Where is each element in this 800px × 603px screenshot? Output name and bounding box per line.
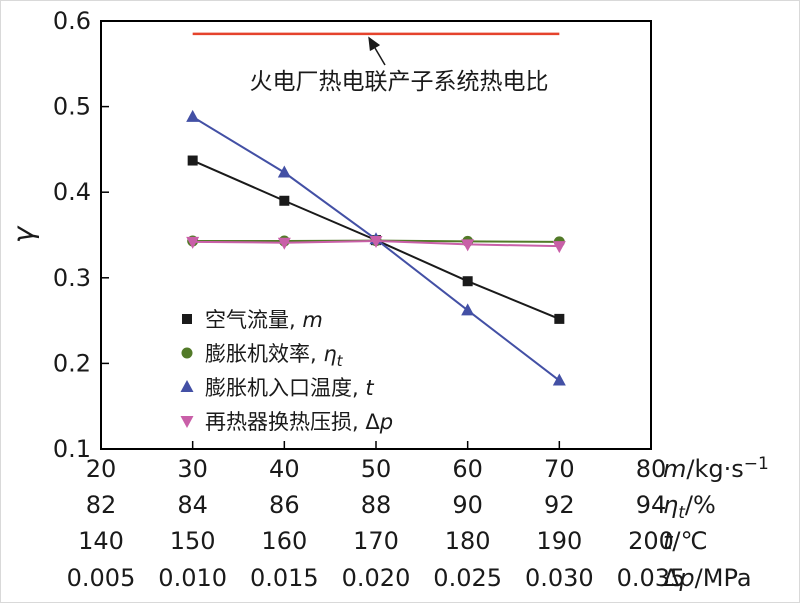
x-tick-label: 80	[636, 455, 667, 483]
triangle-down-marker-icon	[461, 239, 475, 252]
legend-label-expander-inlet-temperature: 膨胀机入口温度, t	[205, 376, 374, 400]
square-marker-icon	[187, 155, 198, 166]
x-tick-label: 94	[636, 491, 667, 519]
x-tick-label: 30	[177, 455, 208, 483]
series-line	[192, 116, 560, 382]
x-axis-unit-inlet-temperature: t/℃	[663, 527, 707, 555]
y-axis-label: γ	[7, 225, 40, 243]
y-tick-label: 0.1	[53, 435, 91, 463]
legend-label-expander-efficiency: 膨胀机效率, ηt	[205, 342, 344, 370]
x-tick-label: 150	[170, 527, 216, 555]
legend-label-reheater-pressure-loss: 再热器换热压损, Δp	[205, 410, 393, 434]
legend-item-reheater-pressure-loss: 再热器换热压损, Δp	[180, 410, 393, 434]
x-tick-label: 0.020	[342, 564, 411, 592]
x-tick-label: 200	[628, 527, 674, 555]
x-tick-label: 170	[353, 527, 399, 555]
legend-item-air-mass-flow: 空气流量, m	[182, 308, 323, 332]
x-tick-label: 190	[536, 527, 582, 555]
circle-marker-icon	[181, 347, 193, 359]
reference-line-group: 火电厂热电联产子系统热电比	[192, 32, 560, 95]
x-axis-unit-mass-flow: m/kg·s−1	[663, 454, 769, 483]
triangle-down-marker-icon	[369, 235, 383, 248]
x-tick-label: 160	[261, 527, 307, 555]
y-tick-label: 0.5	[53, 93, 91, 121]
x-tick-label: 0.025	[433, 564, 502, 592]
x-tick-label: 86	[269, 491, 300, 519]
x-tick-label: 0.005	[67, 564, 136, 592]
x-tick-label: 60	[452, 455, 483, 483]
x-tick-label: 0.030	[525, 564, 594, 592]
x-tick-label: 84	[177, 491, 208, 519]
y-tick-label: 0.2	[53, 349, 91, 377]
triangle-down-marker-icon	[186, 236, 200, 249]
y-tick-label: 0.6	[53, 7, 91, 35]
annotation-arrow-icon	[368, 36, 386, 66]
square-marker-icon	[279, 195, 290, 206]
y-tick-label: 0.4	[53, 178, 91, 206]
y-tick-label: 0.3	[53, 264, 91, 292]
triangle-down-marker-icon	[180, 416, 194, 428]
triangle-up-marker-icon	[461, 303, 475, 316]
square-marker-icon	[554, 313, 565, 324]
x-tick-label: 90	[452, 491, 483, 519]
legend-item-expander-inlet-temperature: 膨胀机入口温度, t	[180, 376, 374, 400]
legend-label-air-mass-flow: 空气流量, m	[205, 308, 323, 332]
x-tick-label: 50	[361, 455, 392, 483]
legend-item-expander-efficiency: 膨胀机效率, ηt	[181, 342, 344, 370]
square-marker-icon	[182, 314, 192, 324]
x-tick-label: 92	[544, 491, 575, 519]
triangle-down-marker-icon	[277, 237, 291, 250]
x-tick-label: 180	[445, 527, 491, 555]
x-tick-label: 0.035	[617, 564, 686, 592]
x-tick-label: 0.010	[158, 564, 227, 592]
reference-line-label: 火电厂热电联产子系统热电比	[250, 69, 549, 95]
x-tick-label: 70	[544, 455, 575, 483]
x-tick-label: 88	[361, 491, 392, 519]
triangle-up-marker-icon	[552, 373, 566, 386]
x-axis-unit-expander-efficiency: ηt/%	[663, 491, 716, 523]
triangle-up-marker-icon	[277, 165, 291, 178]
x-tick-label: 0.015	[250, 564, 319, 592]
x-tick-label: 20	[86, 455, 117, 483]
series-reheater-pressure-loss	[186, 235, 566, 254]
x-tick-label: 140	[78, 527, 124, 555]
triangle-up-marker-icon	[180, 380, 194, 392]
triangle-up-marker-icon	[186, 109, 200, 122]
legend: 空气流量, m 膨胀机效率, ηt 膨胀机入口温度, t 再热器换热压损, Δp	[180, 308, 393, 434]
x-tick-label: 82	[86, 491, 117, 519]
x-axis-mass-flow: 20 30 40 50 60 70 80m/kg·s−1	[86, 441, 769, 483]
y-axis: 0.1 0.2 0.3 0.4 0.5 0.6 γ	[7, 7, 109, 463]
x-axis-unit-pressure-loss: Δp/MPa	[663, 564, 752, 592]
square-marker-icon	[462, 276, 473, 287]
x-axis-pressure-loss: 0.005 0.010 0.015 0.020 0.025 0.030 0.035Δp/MP…	[67, 564, 752, 592]
triangle-down-marker-icon	[552, 241, 566, 254]
x-tick-label: 40	[269, 455, 300, 483]
